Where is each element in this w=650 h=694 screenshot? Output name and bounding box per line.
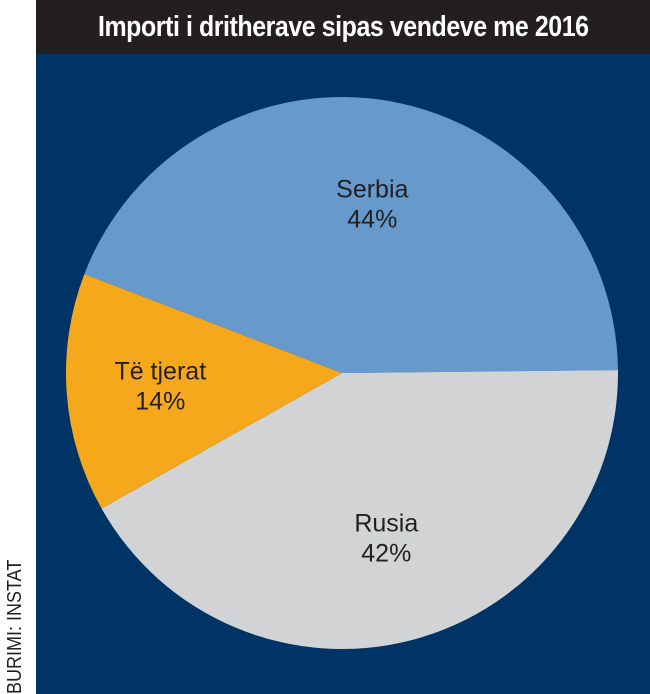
slice-label: Të tjerat [114,357,206,385]
slice-value-label: 44% [347,206,397,234]
chart-title: Importi i dritherave sipas vendeve me 20… [97,10,589,43]
pie-slice-rusia [101,370,618,650]
pie-slice-t-tjerat [65,274,342,509]
slice-value-label: 42% [361,539,411,567]
slice-label: Serbia [336,176,408,204]
pie-slices [65,97,618,650]
pie-slice-serbia [84,97,618,374]
chart-title-bar: Importi i dritherave sipas vendeve me 20… [36,0,650,54]
source-text: BURIMI: INSTAT [4,559,26,694]
chart-panel: Serbia 44% Rusia 42% Të tjerat 14% [36,54,650,694]
source-note: BURIMI: INSTAT [0,434,30,694]
slice-value-label: 14% [135,387,185,415]
slice-label: Rusia [354,509,418,537]
